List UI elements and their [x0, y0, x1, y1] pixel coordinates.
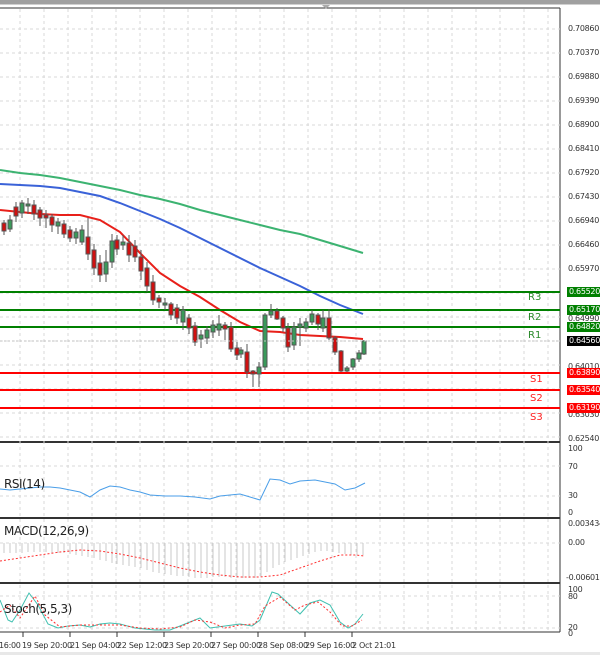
window-top-border — [0, 0, 600, 4]
s2-price-tag: 0.63540 — [567, 385, 600, 395]
macd-tick: 0.00 — [568, 538, 585, 547]
price-tick: 0.67920 — [568, 168, 599, 177]
ma-slow-line — [0, 169, 364, 254]
price-tick: 0.64990 — [568, 314, 599, 323]
price-tick: 0.69880 — [568, 72, 599, 81]
stoch-k-line — [0, 591, 364, 631]
stoch-tick: 100 — [568, 585, 583, 594]
rsi-title: RSI(14) — [4, 477, 45, 491]
time-tick: 19 Sep 20:00 — [22, 641, 72, 650]
price-tick: 0.63030 — [568, 410, 599, 419]
rsi-tick: 70 — [568, 462, 578, 471]
stoch-tick: 0 — [568, 629, 573, 638]
chart-shift-marker — [322, 5, 330, 9]
time-axis-ticks — [22, 632, 353, 637]
r1-price-tag: 0.64820 — [567, 322, 600, 332]
ma-medium-line — [0, 183, 364, 315]
macd-tick: 0.003434 — [568, 519, 600, 528]
price-tick: 0.70860 — [568, 24, 599, 33]
time-tick: 28 Sep 08:00 — [258, 641, 308, 650]
pivot-levels — [0, 291, 560, 409]
stoch-tick: 80 — [568, 592, 578, 601]
r3-price-tag: 0.65520 — [567, 287, 600, 297]
macd-tick: -0.006019 — [566, 573, 600, 582]
s3-label: S3 — [530, 412, 543, 423]
stoch-title: Stoch(5,5,3) — [4, 602, 72, 616]
price-tick: 0.70370 — [568, 48, 599, 57]
r2-price-tag: 0.65170 — [567, 305, 600, 315]
time-tick: 2 Oct 21:01 — [352, 641, 396, 650]
pane-frames — [0, 7, 561, 633]
time-tick: 27 Sep 00:00 — [211, 641, 261, 650]
vertical-grid — [19, 9, 549, 632]
price-tick: 0.65970 — [568, 264, 599, 273]
time-tick: 29 Sep 16:00 — [305, 641, 355, 650]
time-tick: 23 Sep 20:00 — [164, 641, 214, 650]
rsi-tick: 0 — [568, 508, 573, 517]
window-top-border-inner — [0, 4, 600, 5]
price-tick: 0.62540 — [568, 434, 599, 443]
time-tick: 21 Sep 04:00 — [70, 641, 120, 650]
s1-price-tag: 0.63890 — [567, 368, 600, 378]
s3-price-tag: 0.63190 — [567, 403, 600, 413]
r2-label: R2 — [528, 312, 542, 323]
stoch-tick: 20 — [568, 623, 578, 632]
stoch-d-line — [0, 595, 363, 630]
window-bottom-border — [0, 652, 600, 655]
s2-label: S2 — [530, 393, 543, 404]
macd-signal-line — [0, 549, 366, 578]
macd-title: MACD(12,26,9) — [4, 524, 89, 538]
price-tick: 0.69390 — [568, 96, 599, 105]
price-tick: 0.67430 — [568, 192, 599, 201]
price-tick: 0.66940 — [568, 216, 599, 225]
s1-label: S1 — [530, 374, 543, 385]
rsi-tick: 30 — [568, 491, 578, 500]
r1-label: R1 — [528, 330, 542, 341]
time-tick: 16:00 — [0, 641, 21, 650]
price-tick: 0.68410 — [568, 144, 599, 153]
current-price-tag: 0.64560 — [567, 336, 600, 346]
price-tick: 0.66460 — [568, 240, 599, 249]
r3-label: R3 — [528, 292, 542, 303]
macd-histogram — [3, 543, 364, 578]
price-tick: 0.68900 — [568, 120, 599, 129]
rsi-line — [0, 478, 366, 501]
time-tick: 22 Sep 12:00 — [117, 641, 167, 650]
rsi-tick: 100 — [568, 444, 583, 453]
price-tick: 0.64010 — [568, 362, 599, 371]
